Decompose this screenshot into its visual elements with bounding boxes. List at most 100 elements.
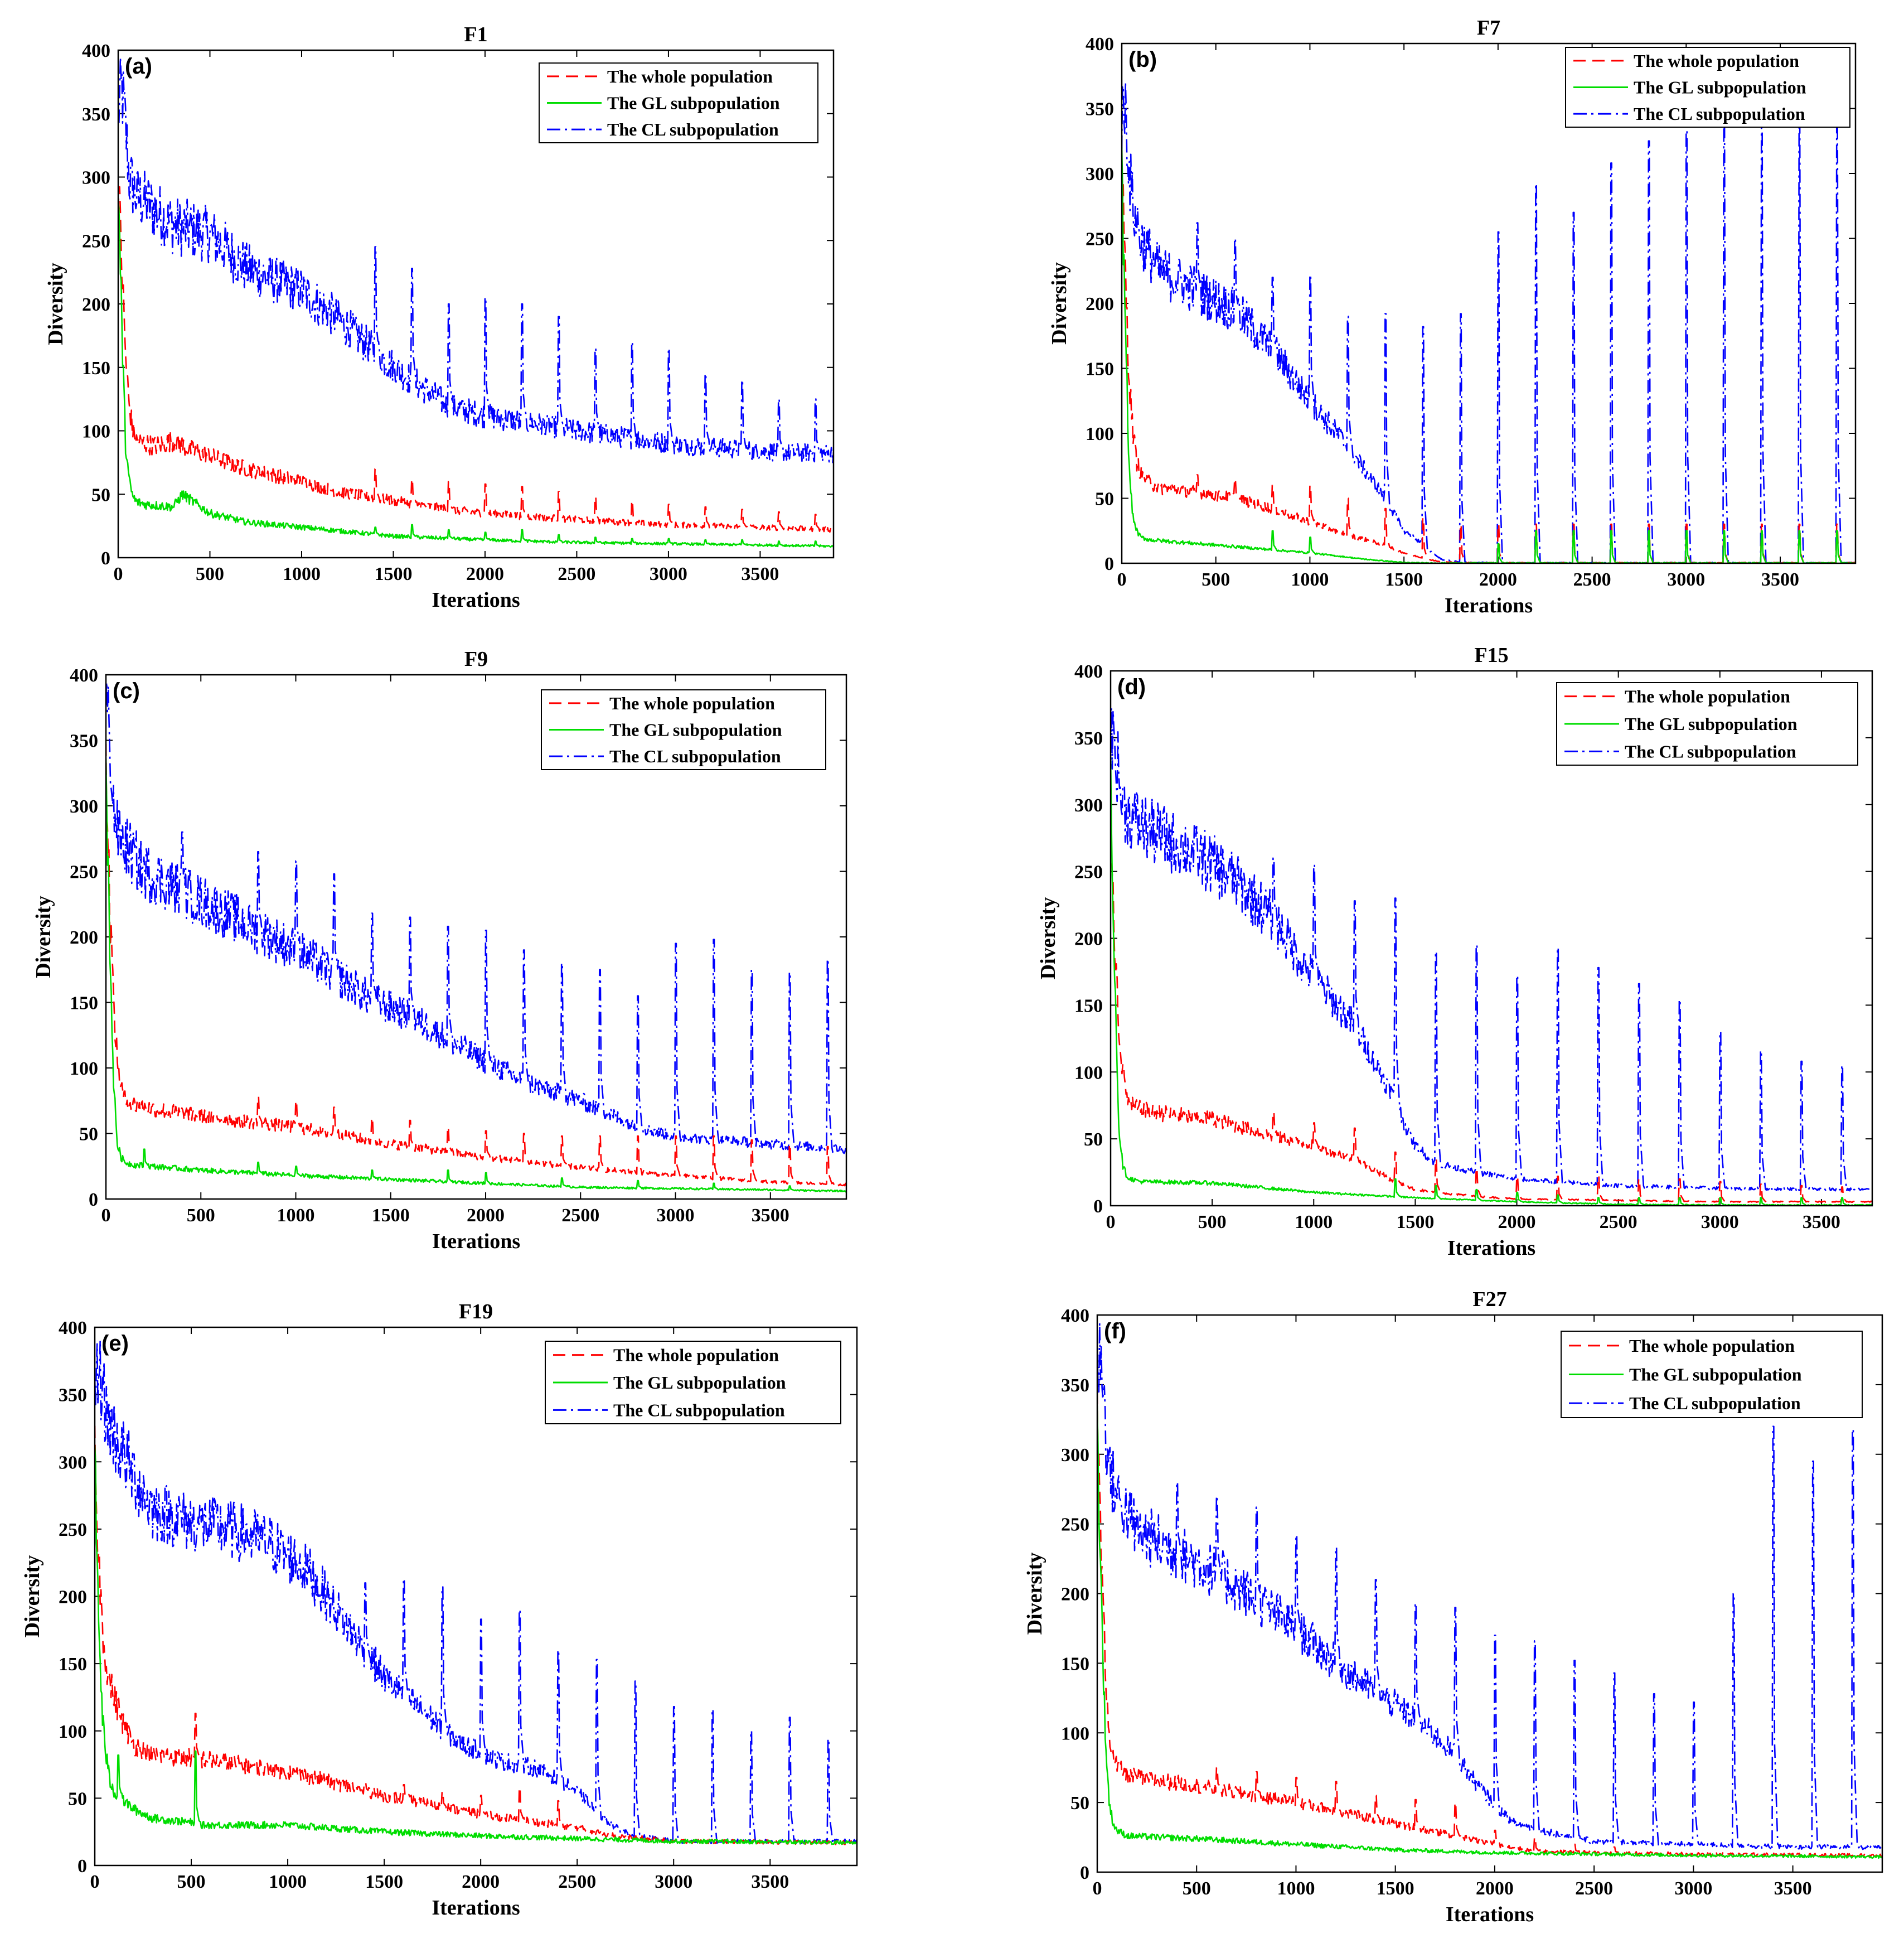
series-line-whole xyxy=(95,1425,857,1845)
legend: The whole population The GL subpopulation… xyxy=(1565,47,1850,128)
x-tick-label: 1000 xyxy=(277,1205,315,1226)
legend-entry-gl: The GL subpopulation xyxy=(1634,78,1806,98)
y-tick-label: 300 xyxy=(59,1452,87,1473)
y-tick-label: 300 xyxy=(1061,1445,1089,1466)
x-tick-label: 2000 xyxy=(1476,1878,1514,1899)
x-tick-label: 3500 xyxy=(1774,1878,1812,1899)
legend-entry-whole: The whole population xyxy=(1634,51,1799,71)
x-tick-label: 1500 xyxy=(372,1205,410,1226)
y-tick-label: 100 xyxy=(1086,424,1114,444)
chart-panel-f9: F9 0 500 1000 1500 2000 2500 3000 3500 0 50 100 150 2… xyxy=(32,647,847,1253)
x-tick-label: 1500 xyxy=(374,564,412,584)
series-line-cl xyxy=(1122,81,1855,563)
x-tick-label: 3000 xyxy=(657,1205,695,1226)
legend-entry-cl: The CL subpopulation xyxy=(607,119,779,139)
y-tick-label: 400 xyxy=(1061,1306,1089,1326)
y-tick-label: 350 xyxy=(59,1385,87,1406)
plot-frame xyxy=(1121,42,1857,564)
chart-title: F9 xyxy=(464,647,488,671)
legend-entry-whole: The whole population xyxy=(609,693,775,713)
x-tick-label: 2000 xyxy=(466,564,504,584)
plot-frame xyxy=(117,49,835,559)
x-tick-label: 3000 xyxy=(1674,1878,1712,1899)
x-tick-label: 3500 xyxy=(751,1872,789,1892)
chart-title: F7 xyxy=(1477,16,1500,40)
y-tick-label: 300 xyxy=(82,168,110,188)
x-tick-label: 1000 xyxy=(269,1872,307,1892)
series-group xyxy=(106,681,846,1193)
y-tick-label: 0 xyxy=(77,1856,87,1877)
legend-entry-gl: The GL subpopulation xyxy=(1629,1365,1802,1385)
y-tick-label: 250 xyxy=(1061,1515,1089,1535)
x-tick-label: 500 xyxy=(1198,1212,1227,1232)
x-tick-label: 2500 xyxy=(1573,569,1611,590)
x-tick-label: 1000 xyxy=(1277,1878,1315,1899)
x-axis-label: Iterations xyxy=(1446,1903,1534,1926)
y-tick-label: 200 xyxy=(70,927,98,948)
legend: The whole population The GL subpopulation… xyxy=(545,1341,841,1424)
y-axis-label: Diversity xyxy=(1023,1553,1047,1635)
series-group xyxy=(1111,707,1872,1206)
x-tick-label: 0 xyxy=(101,1205,111,1226)
y-tick-label: 300 xyxy=(1086,164,1114,185)
legend-entry-gl: The GL subpopulation xyxy=(607,93,780,113)
x-tick-label: 3000 xyxy=(1667,569,1705,590)
panel-label: (b) xyxy=(1128,47,1157,72)
series-group xyxy=(1122,81,1855,563)
series-group xyxy=(1097,1322,1882,1859)
x-tick-label: 1000 xyxy=(1295,1212,1333,1232)
chart-panel-f7: F7 0 500 1000 1500 2000 2500 3000 3500 0 50 100 150 2… xyxy=(1048,16,1857,617)
legend: The whole population The GL subpopulation… xyxy=(539,62,818,143)
y-tick-label: 0 xyxy=(1104,554,1114,574)
x-axis-label: Iterations xyxy=(432,1896,520,1920)
y-tick-label: 350 xyxy=(1074,728,1103,749)
legend: The whole population The GL subpopulation… xyxy=(541,689,826,770)
y-axis-label: Diversity xyxy=(1048,262,1071,345)
chart-title: F1 xyxy=(464,23,487,46)
y-tick-label: 50 xyxy=(1070,1793,1089,1814)
plot-frame xyxy=(1110,670,1873,1207)
series-line-cl xyxy=(95,1340,857,1844)
y-tick-label: 250 xyxy=(1086,229,1114,250)
x-tick-label: 0 xyxy=(90,1872,100,1892)
x-tick-label: 2000 xyxy=(1479,569,1517,590)
y-tick-label: 300 xyxy=(1074,795,1103,816)
series-line-cl xyxy=(106,681,846,1154)
chart-title: F19 xyxy=(459,1300,493,1323)
panel-label: (e) xyxy=(101,1331,129,1356)
series-line-whole xyxy=(1111,768,1872,1203)
series-line-gl xyxy=(1111,756,1872,1206)
x-tick-label: 0 xyxy=(1093,1878,1102,1899)
y-tick-label: 150 xyxy=(1086,359,1114,380)
x-tick-label: 1500 xyxy=(365,1872,403,1892)
series-line-cl xyxy=(1111,707,1872,1192)
legend-entry-whole: The whole population xyxy=(607,66,773,86)
y-tick-label: 200 xyxy=(1074,929,1103,950)
series-line-gl xyxy=(1097,1405,1882,1859)
x-tick-label: 3000 xyxy=(655,1872,692,1892)
x-tick-label: 2500 xyxy=(1600,1212,1637,1232)
legend-entry-gl: The GL subpopulation xyxy=(613,1372,786,1393)
y-tick-label: 350 xyxy=(1061,1375,1089,1396)
chart-panel-f15: F15 0 500 1000 1500 2000 2500 3000 3500 0 50 100 150… xyxy=(1036,644,1873,1260)
x-tick-label: 2500 xyxy=(561,1205,599,1226)
y-tick-label: 150 xyxy=(82,358,110,379)
x-axis-label: Iterations xyxy=(1445,594,1533,617)
panel-label: (d) xyxy=(1117,675,1146,699)
y-tick-label: 100 xyxy=(82,422,110,442)
y-tick-label: 50 xyxy=(68,1788,87,1809)
series-line-gl xyxy=(1122,147,1855,563)
panel-label: (a) xyxy=(125,54,152,79)
y-tick-label: 150 xyxy=(59,1654,87,1675)
series-line-whole xyxy=(1097,1391,1882,1858)
chart-panel-f1: F1 0 500 1000 1500 2000 2500 3000 3500 0 50 100 150 2… xyxy=(44,23,835,612)
x-tick-label: 3500 xyxy=(752,1205,789,1226)
series-line-cl xyxy=(1097,1322,1882,1850)
plot-frame xyxy=(105,674,847,1200)
y-tick-label: 150 xyxy=(1061,1654,1089,1674)
legend: The whole population The GL subpopulation… xyxy=(1561,1331,1863,1418)
y-tick-label: 400 xyxy=(70,665,98,686)
y-tick-label: 200 xyxy=(1061,1584,1089,1605)
series-line-whole xyxy=(1122,166,1855,563)
